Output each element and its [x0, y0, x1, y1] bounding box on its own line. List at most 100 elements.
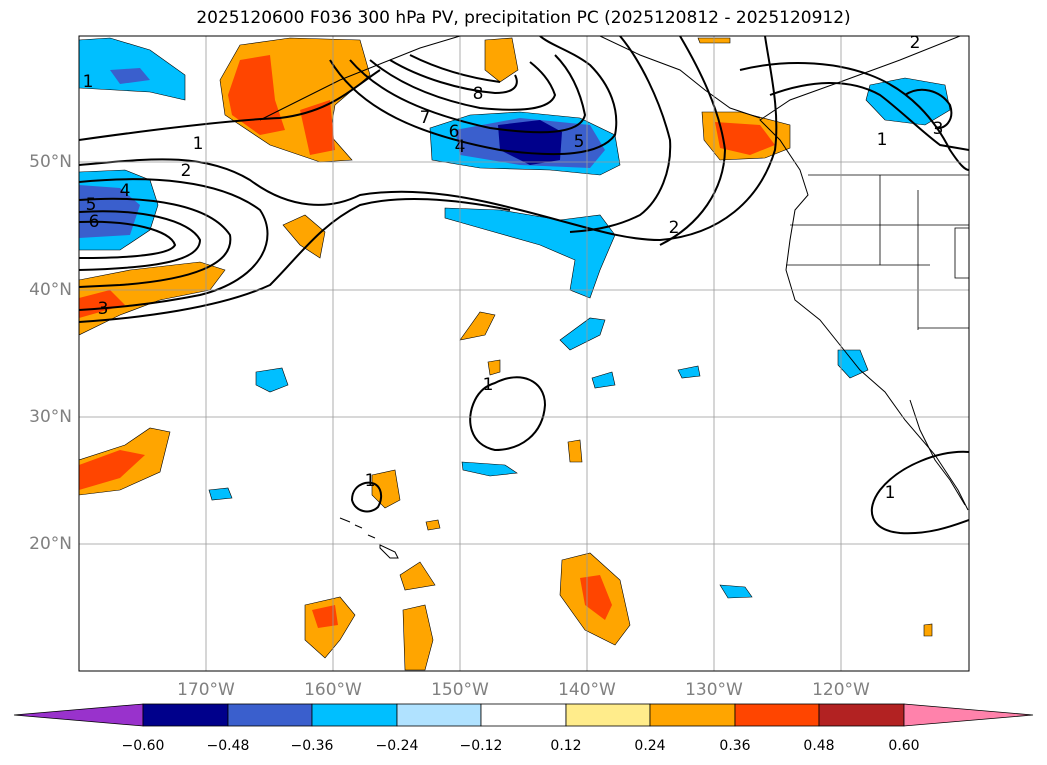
colorbar-segment	[311, 703, 398, 727]
contour-line	[79, 198, 511, 323]
colorbar-extend-high	[903, 703, 1034, 727]
contour-label: 2	[669, 218, 680, 238]
lat-label-50n: 50°N	[29, 152, 72, 172]
pos-area-bc-core	[715, 122, 775, 155]
pos-area-spot3	[923, 623, 933, 637]
lat-label-40n: 40°N	[29, 280, 72, 300]
precip-negative-shading	[79, 37, 951, 599]
pos-area-mid1	[282, 214, 326, 259]
contour-label: 7	[420, 108, 431, 128]
contour-line	[569, 36, 672, 233]
contour-line	[904, 88, 953, 130]
pos-area-hawaii-s	[399, 561, 436, 591]
pos-area-sw-core	[79, 450, 145, 490]
colorbar-tick-label: 0.48	[803, 738, 835, 754]
pv-contours	[79, 36, 969, 535]
contour-line	[469, 376, 547, 452]
contour-line	[409, 54, 501, 83]
neg-area-s1	[559, 317, 606, 351]
lon-label-150w: 150°W	[431, 680, 489, 700]
pos-area-s-east-core	[580, 575, 612, 620]
map-frame	[78, 35, 970, 672]
contour-label: 1	[483, 375, 494, 395]
colorbar-segment	[734, 703, 820, 727]
lon-label-160w: 160°W	[304, 680, 362, 700]
contour-line	[769, 82, 969, 151]
colorbar-segment	[818, 703, 905, 727]
pos-area-hawaii-n	[371, 469, 401, 509]
neg-area-s7	[719, 584, 753, 599]
lat-label-30n: 30°N	[29, 407, 72, 427]
pos-area-north-mid	[484, 37, 519, 83]
neg-area-s3	[591, 371, 616, 389]
lon-label-120w: 120°W	[812, 680, 870, 700]
coastlines	[259, 36, 969, 559]
contour-label: 4	[120, 181, 131, 201]
state-border-az	[954, 227, 969, 279]
colorbar-tick-label: −0.24	[375, 738, 419, 754]
contour-label: 1	[365, 471, 376, 491]
contour-label: 1	[193, 134, 204, 154]
contour-label: 2	[910, 33, 921, 53]
colorbar-segment	[227, 703, 313, 727]
pos-area-spot2	[567, 439, 583, 463]
colorbar-segment	[565, 703, 651, 727]
contour-label: 5	[86, 195, 97, 215]
pos-area-gulf-inner	[300, 100, 335, 155]
lon-label-140w: 140°W	[558, 680, 616, 700]
map-title: 2025120600 F036 300 hPa PV, precipitatio…	[196, 8, 851, 28]
contour-line	[349, 54, 587, 134]
contour-line	[369, 59, 557, 111]
contour-label: 6	[449, 122, 460, 142]
contour-line	[79, 197, 232, 288]
colorbar-segment	[396, 703, 482, 727]
contour-label: 2	[181, 161, 192, 181]
contour-line	[79, 178, 269, 311]
colorbar-tick-label: −0.36	[290, 738, 334, 754]
contour-line	[79, 36, 778, 242]
colorbar-tick-label: −0.12	[459, 738, 503, 754]
hawaii	[339, 517, 399, 559]
neg-area-coast	[837, 349, 869, 379]
contour-label: 6	[89, 212, 100, 232]
neg-area-s2	[255, 367, 289, 393]
lon-label-170w: 170°W	[177, 680, 235, 700]
alaska-panhandle	[599, 36, 761, 119]
lat-label-20n: 20°N	[29, 534, 72, 554]
colorbar-tick-label: −0.48	[206, 738, 250, 754]
contour-label: 1	[885, 483, 896, 503]
contour-line	[79, 69, 381, 141]
neg-area-nw-core	[110, 68, 150, 84]
contour-line	[350, 481, 383, 513]
contour-line	[870, 450, 969, 535]
contour-line	[389, 59, 518, 95]
contour-line	[79, 220, 177, 259]
neg-area-s6	[208, 487, 233, 501]
colorbar-tick-label: 0.24	[634, 738, 666, 754]
contour-label: 1	[877, 130, 888, 150]
colorbar-tick-label: −0.60	[121, 738, 165, 754]
pos-area-west-band-core	[79, 290, 125, 318]
pos-area-s-west2	[402, 604, 434, 671]
colorbar-segment	[480, 703, 567, 727]
pos-area-s-spot	[425, 519, 441, 531]
map-plot-area: 1 1 2 3 4 5 6 8 7 6 4 5 2 1 1 1 2 3 1	[79, 33, 969, 671]
pv-contour-labels: 1 1 2 3 4 5 6 8 7 6 4 5 2 1 1 1 2 3 1	[83, 33, 944, 503]
gridlines	[79, 36, 969, 671]
pos-area-s-west-core	[312, 605, 338, 628]
contour-label: 1	[83, 72, 94, 92]
contour-line	[329, 36, 618, 156]
contour-label: 3	[933, 119, 944, 139]
colorbar-segment	[142, 703, 229, 727]
colorbar-tick-label: 0.60	[888, 738, 920, 754]
contour-line	[659, 36, 727, 246]
colorbar-tick-label: 0.12	[550, 738, 582, 754]
neg-area-s4	[677, 365, 701, 379]
neg-area-s5	[461, 461, 518, 477]
contour-label: 8	[473, 84, 484, 104]
pos-area-mid3	[487, 359, 501, 376]
colorbar-segment	[649, 703, 736, 727]
alaska-coast	[259, 36, 461, 121]
north-america-west-coast	[759, 36, 969, 511]
pos-area-mid2	[459, 311, 496, 341]
